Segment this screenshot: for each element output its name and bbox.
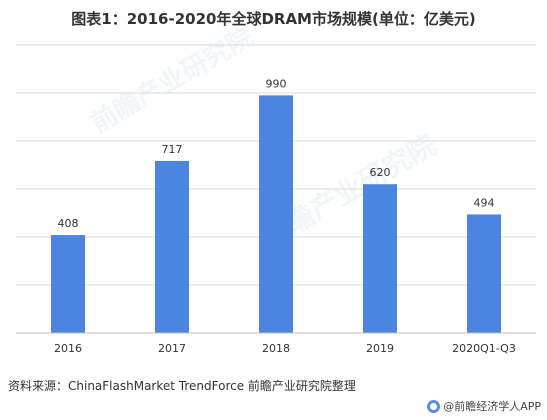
bar-2016 (51, 235, 85, 333)
value-label: 717 (162, 143, 183, 156)
bar-2020Q1-Q3 (467, 214, 501, 333)
x-tick-label: 2019 (366, 342, 394, 355)
bars (51, 95, 501, 334)
x-tick-label: 2018 (262, 342, 290, 355)
source-note: 资料来源：ChinaFlashMarket TrendForce 前瞻产业研究院… (8, 379, 356, 393)
value-label: 620 (370, 166, 391, 179)
x-tick-label: 2017 (158, 342, 186, 355)
x-axis: 2016 2017 2018 2019 2020Q1-Q3 (16, 332, 536, 355)
bar-2017 (155, 160, 189, 333)
value-label: 408 (58, 217, 79, 230)
brand-logo-icon (427, 399, 441, 413)
chart-title: 图表1：2016-2020年全球DRAM市场规模(单位：亿美元) (71, 10, 476, 28)
bar-2018 (259, 95, 293, 334)
x-tick-label: 2016 (54, 342, 82, 355)
brand-text: @前瞻经济学人APP (443, 400, 541, 413)
value-labels: 408 717 990 620 494 (58, 77, 495, 230)
x-tick-label: 2020Q1-Q3 (452, 342, 516, 355)
brand-mark: @前瞻经济学人APP (427, 398, 541, 414)
value-label: 494 (474, 196, 495, 209)
bar-2019 (363, 184, 397, 333)
value-label: 990 (266, 77, 287, 90)
bar-chart: 408 717 990 620 494 2016 2017 2018 2019 2020Q1-Q… (16, 44, 536, 355)
